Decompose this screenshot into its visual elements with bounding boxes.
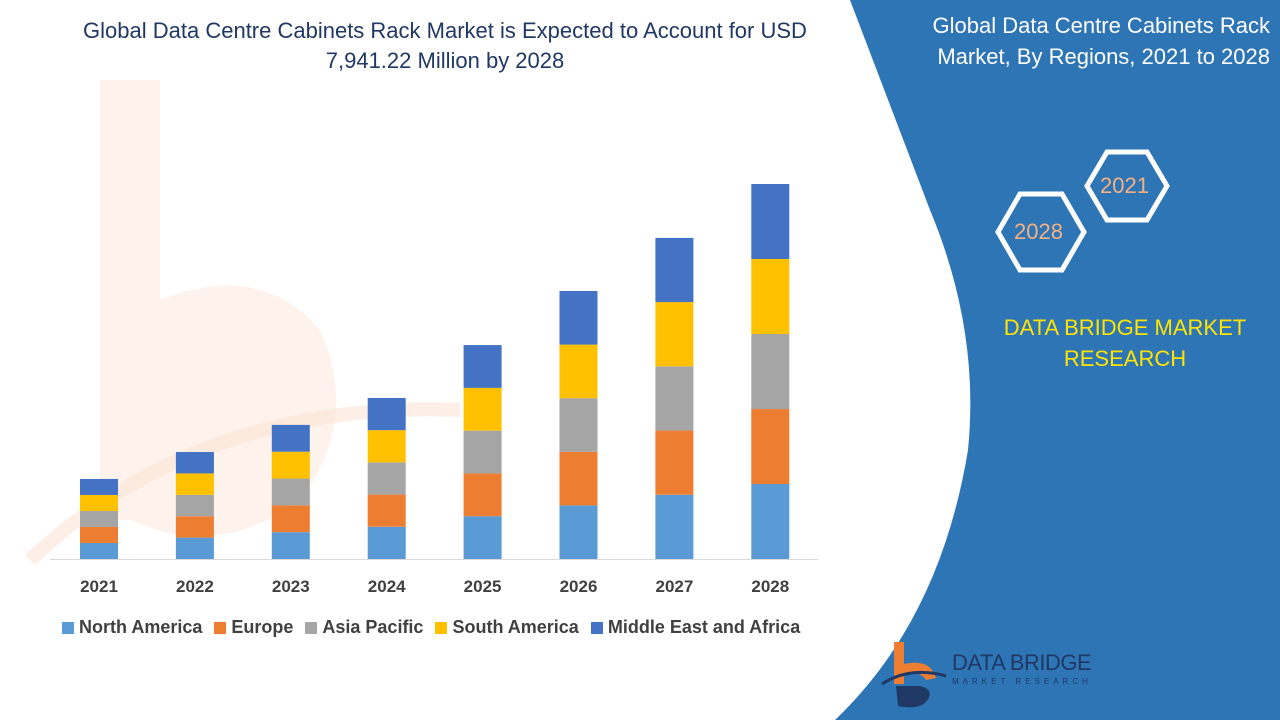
logo-subtext: MARKET RESEARCH [952,677,1092,686]
bar-segment-2023-middle-east-and-africa [271,424,310,452]
legend-swatch [435,621,448,634]
bar-segment-2021-asia-pacific [80,510,118,527]
legend-item: North America [62,617,202,638]
bar-segment-2022-asia-pacific [175,494,214,517]
bar-segment-2024-europe [367,494,406,527]
x-tick-label: 2026 [560,577,598,596]
bar-segment-2023-north-america [271,532,310,559]
bar-segment-2022-north-america [175,537,214,559]
brand-name: DATA BRIDGE MARKET RESEARCH [1003,315,1247,371]
legend-swatch [214,621,227,634]
bar-segment-2025-middle-east-and-africa [463,345,502,388]
legend-item: Middle East and Africa [590,617,801,638]
hex-year-2021: 2021 [1100,173,1149,198]
bar-segment-2021-europe [80,526,118,543]
bar-segment-2026-south-america [559,344,598,399]
legend-item: South America [435,617,579,638]
legend-swatch [62,621,74,634]
x-tick-label: 2028 [751,577,789,596]
legend-label: South America [452,617,579,637]
bar-segment-2027-asia-pacific [655,366,694,431]
bar-segment-2025-south-america [463,387,502,431]
legend: North America Europe Asia Pacific South Ame… [62,617,800,638]
bar-segment-2022-south-america [175,473,214,495]
bar-segment-2026-middle-east-and-africa [559,291,598,345]
bar-segment-2028-north-america [751,484,790,559]
bar-segment-2028-south-america [751,258,790,335]
stacked-bar-chart: 2021 2022 2023 2024 2025 2026 2027 2028 [50,184,818,596]
bar-segment-2021-middle-east-and-africa [80,478,118,495]
bar-segment-2025-asia-pacific [463,430,502,474]
bar-segment-2025-europe [463,473,502,517]
x-tick-label: 2024 [368,577,406,596]
bar-segment-2026-asia-pacific [559,398,598,452]
legend-item: Asia Pacific [305,617,423,638]
legend-swatch [590,621,603,634]
panel-title: Global Data Centre Cabinets Rack Market,… [932,13,1271,69]
legend-swatch [305,621,318,634]
bar-segment-2027-middle-east-and-africa [655,237,694,303]
x-tick-label: 2025 [464,577,502,596]
hexagon-2021 [1084,149,1170,223]
bar-segment-2022-europe [175,516,214,538]
bar-segment-2025-north-america [463,516,502,559]
legend-label: Middle East and Africa [607,617,801,637]
bar-segment-2027-europe [655,430,694,495]
logo-icon [881,642,947,708]
bar-segment-2024-middle-east-and-africa [367,397,406,431]
bar-segment-2028-middle-east-and-africa [751,184,790,259]
legend-label: Europe [231,617,294,637]
legend-label: Asia Pacific [322,617,424,637]
bar-segment-2024-asia-pacific [367,462,406,495]
bar-segment-2023-asia-pacific [271,478,310,506]
x-tick-label: 2023 [272,577,310,596]
bar-segment-2028-europe [751,409,790,485]
legend-item: Europe [214,617,293,638]
hex-year-2028: 2028 [1014,219,1063,244]
bar-segment-2022-middle-east-and-africa [175,452,214,474]
logo-text: DATA BRIDGE [952,650,1092,675]
bar-segment-2024-south-america [367,430,406,463]
bar-segment-2027-north-america [655,494,694,559]
bar-segment-2021-south-america [80,494,118,511]
legend-label: North America [79,617,203,637]
bar-segment-2026-europe [559,451,598,506]
page-title: Global Data Centre Cabinets Rack Market … [83,18,807,73]
bar-segment-2023-south-america [271,451,310,479]
x-tick-label: 2021 [80,577,118,596]
bar-segment-2027-south-america [655,302,694,367]
bar-segment-2024-north-america [367,526,406,559]
hexagon-2028 [995,191,1087,273]
bar-segment-2023-europe [271,505,310,533]
x-tick-label: 2022 [176,577,214,596]
x-tick-label: 2027 [655,577,693,596]
bar-segment-2021-north-america [80,542,118,559]
bar-segment-2026-north-america [559,505,598,559]
bar-segment-2028-asia-pacific [751,334,790,410]
